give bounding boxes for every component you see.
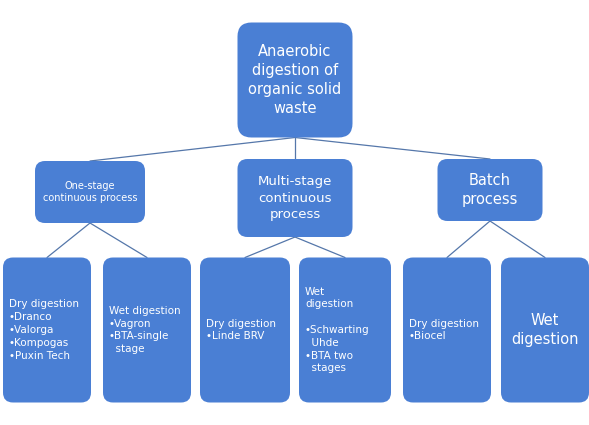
FancyBboxPatch shape <box>35 161 145 223</box>
Text: Dry digestion
•Linde BRV: Dry digestion •Linde BRV <box>206 319 276 341</box>
FancyBboxPatch shape <box>403 258 491 402</box>
Text: Wet digestion
•Vagron
•BTA-single
  stage: Wet digestion •Vagron •BTA-single stage <box>109 306 181 354</box>
FancyBboxPatch shape <box>237 23 352 138</box>
Text: Wet
digestion

•Schwarting
  Uhde
•BTA two
  stages: Wet digestion •Schwarting Uhde •BTA two … <box>305 286 370 374</box>
FancyBboxPatch shape <box>103 258 191 402</box>
Text: Wet
digestion: Wet digestion <box>511 313 579 347</box>
FancyBboxPatch shape <box>299 258 391 402</box>
FancyBboxPatch shape <box>3 258 91 402</box>
FancyBboxPatch shape <box>438 159 542 221</box>
FancyBboxPatch shape <box>200 258 290 402</box>
Text: Dry digestion
•Biocel: Dry digestion •Biocel <box>409 319 479 341</box>
Text: Dry digestion
•Dranco
•Valorga
•Kompogas
•Puxin Tech: Dry digestion •Dranco •Valorga •Kompogas… <box>9 299 79 360</box>
Text: Multi-stage
continuous
process: Multi-stage continuous process <box>258 175 332 221</box>
Text: Batch
process: Batch process <box>462 173 518 207</box>
Text: Anaerobic
digestion of
organic solid
waste: Anaerobic digestion of organic solid was… <box>249 44 342 116</box>
FancyBboxPatch shape <box>237 159 352 237</box>
FancyBboxPatch shape <box>501 258 589 402</box>
Text: One-stage
continuous process: One-stage continuous process <box>43 181 137 204</box>
